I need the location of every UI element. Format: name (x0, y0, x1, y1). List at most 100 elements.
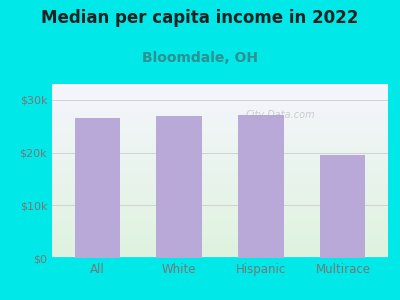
Bar (52, 93, 388, 94)
Bar (52, 103, 388, 105)
Bar (52, 197, 388, 199)
Bar (52, 201, 388, 202)
Bar (52, 166, 388, 167)
Bar (52, 91, 388, 93)
Bar (52, 143, 388, 145)
Bar (52, 101, 388, 103)
Bar (52, 204, 388, 206)
Bar (52, 148, 388, 150)
Bar (52, 208, 388, 209)
Bar (52, 195, 388, 197)
Text: City-Data.com: City-Data.com (246, 110, 315, 120)
Bar (52, 167, 388, 169)
Bar (52, 136, 388, 138)
Bar (52, 115, 388, 117)
Bar (52, 122, 388, 124)
Bar (52, 160, 388, 162)
Bar (52, 141, 388, 143)
Bar (52, 138, 388, 140)
Bar (52, 239, 388, 241)
Bar (74, 118, 120, 258)
Bar (52, 213, 388, 214)
Bar (238, 115, 284, 258)
Bar (52, 134, 388, 136)
Bar (52, 182, 388, 183)
Bar (52, 128, 388, 129)
Bar (52, 94, 388, 96)
Bar (52, 176, 388, 178)
Bar (52, 110, 388, 112)
Bar (52, 112, 388, 114)
Bar (52, 180, 388, 182)
Bar (52, 228, 388, 230)
Bar (52, 254, 388, 256)
Bar (52, 133, 388, 134)
Bar (52, 206, 388, 208)
Bar (52, 248, 388, 249)
Bar (52, 178, 388, 180)
Bar (52, 223, 388, 225)
Bar (52, 152, 388, 154)
Bar (52, 230, 388, 232)
Bar (52, 185, 388, 187)
Bar (156, 116, 202, 258)
Bar (52, 242, 388, 244)
Bar (52, 108, 388, 110)
Bar (52, 86, 388, 88)
Bar (52, 216, 388, 218)
Bar (52, 121, 388, 122)
Bar (52, 98, 388, 100)
Text: Bloomdale, OH: Bloomdale, OH (142, 51, 258, 65)
Bar (52, 89, 388, 91)
Bar (52, 157, 388, 159)
Bar (52, 147, 388, 148)
Text: Median per capita income in 2022: Median per capita income in 2022 (41, 9, 359, 27)
Bar (52, 221, 388, 223)
Bar (52, 175, 388, 176)
Bar (52, 126, 388, 127)
Bar (52, 236, 388, 237)
Bar (52, 253, 388, 254)
Bar (52, 114, 388, 115)
Bar (52, 117, 388, 119)
Bar (52, 188, 388, 190)
Bar (52, 227, 388, 228)
Bar (52, 234, 388, 236)
Bar (52, 256, 388, 258)
Bar (52, 169, 388, 171)
Bar (52, 202, 388, 204)
Bar (52, 241, 388, 242)
Bar (52, 84, 388, 86)
Bar (52, 192, 388, 194)
Bar (52, 96, 388, 98)
Bar (52, 100, 388, 101)
Bar (52, 154, 388, 155)
Bar (52, 124, 388, 126)
Bar (52, 162, 388, 164)
Bar (52, 183, 388, 185)
Bar (52, 237, 388, 239)
Bar (52, 150, 388, 152)
Bar (52, 251, 388, 253)
Bar (52, 220, 388, 221)
Bar (52, 159, 388, 161)
Bar (52, 209, 388, 211)
Bar (52, 249, 388, 251)
Bar (52, 171, 388, 173)
Bar (52, 129, 388, 131)
Bar (52, 244, 388, 246)
Bar (52, 187, 388, 188)
Bar (52, 194, 388, 195)
Bar (52, 246, 388, 248)
Bar (320, 155, 366, 258)
Bar (52, 164, 388, 166)
Bar (52, 218, 388, 220)
Bar (52, 190, 388, 192)
Bar (52, 106, 388, 108)
Bar (52, 119, 388, 121)
Bar (52, 155, 388, 157)
Bar (52, 105, 388, 106)
Bar (52, 173, 388, 175)
Bar (52, 88, 388, 89)
Bar (52, 145, 388, 147)
